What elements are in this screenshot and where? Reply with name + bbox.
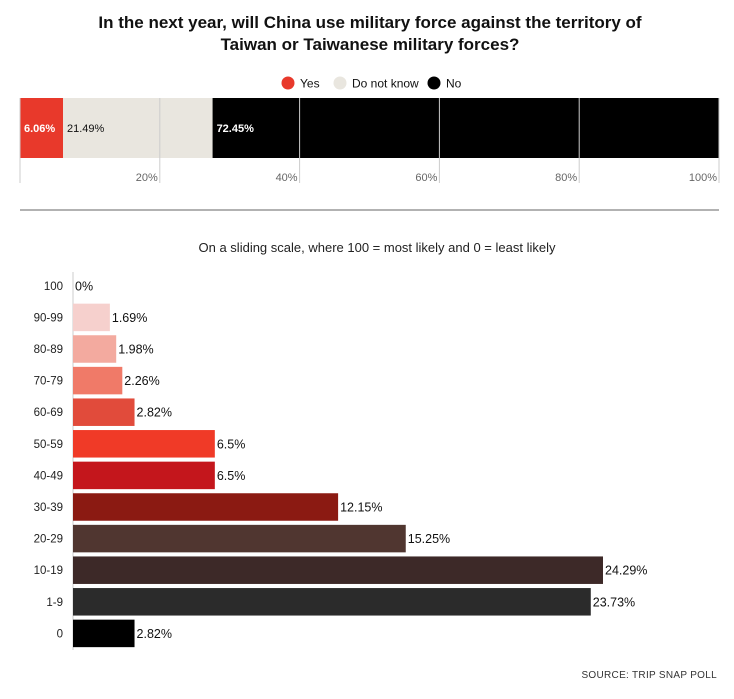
- category-label-70-79: 70-79: [34, 376, 63, 388]
- category-label-30-39: 30-39: [34, 502, 63, 514]
- value-label-1-9: 23.73%: [593, 595, 635, 609]
- stacked-segment-do-not-know: [63, 98, 213, 158]
- category-label-90-99: 90-99: [34, 312, 63, 324]
- category-label-1-9: 1-9: [46, 597, 63, 609]
- bar-20-29: [73, 524, 406, 553]
- value-label-30-39: 12.15%: [340, 501, 382, 515]
- stacked-value-label-do-not-know: 21.49%: [67, 123, 105, 135]
- stacked-value-label-no: 72.45%: [217, 123, 255, 135]
- source-note: SOURCE: TRIP SNAP POLL: [581, 670, 717, 681]
- category-label-0: 0: [57, 628, 63, 640]
- legend-label-yes: Yes: [300, 77, 320, 91]
- value-label-80-89: 1.98%: [118, 343, 153, 357]
- bar-0: [73, 619, 135, 648]
- stacked-segment-no: [212, 98, 719, 158]
- value-label-0: 2.82%: [137, 627, 172, 641]
- bar-90-99: [73, 303, 110, 332]
- legend-swatch-do-not-know: [333, 76, 347, 90]
- legend-label-no: No: [446, 77, 462, 91]
- legend-label-do-not-know: Do not know: [352, 77, 419, 91]
- bar-10-19: [73, 556, 603, 584]
- tick-label-60: 60%: [415, 172, 437, 184]
- tick-label-80: 80%: [555, 172, 577, 184]
- tick-label-100: 100%: [689, 172, 717, 184]
- value-label-60-69: 2.82%: [137, 406, 172, 420]
- bar-50-59: [73, 430, 215, 458]
- stacked-segment-yes: [20, 98, 63, 158]
- tick-label-40: 40%: [276, 172, 298, 184]
- stacked-bar: 6.06% 21.49% 72.45%: [20, 98, 719, 158]
- value-label-20-29: 15.25%: [408, 532, 450, 546]
- value-label-70-79: 2.26%: [124, 374, 159, 388]
- chart-title: In the next year, will China use militar…: [98, 13, 642, 54]
- value-label-40-49: 6.5%: [217, 469, 246, 483]
- category-label-20-29: 20-29: [34, 534, 63, 546]
- bar-40-49: [73, 461, 215, 490]
- value-label-50-59: 6.5%: [217, 437, 246, 451]
- legend-swatch-no: [427, 76, 441, 90]
- legend-swatch-yes: [281, 76, 295, 90]
- scale-bar-chart: 100 0% 90-99 1.69% 80-89 1.98% 70-79 2.26% 60-69…: [34, 272, 647, 650]
- bar-60-69: [73, 398, 135, 426]
- scale-chart-subtitle: On a sliding scale, where 100 = most lik…: [199, 240, 556, 255]
- category-label-80-89: 80-89: [34, 344, 63, 356]
- value-label-10-19: 24.29%: [605, 564, 647, 578]
- tick-label-20: 20%: [136, 172, 158, 184]
- value-label-100: 0%: [75, 279, 93, 293]
- bar-70-79: [73, 366, 123, 395]
- stacked-bar-axis: 20% 40% 60% 80% 100%: [19, 98, 720, 184]
- category-label-60-69: 60-69: [34, 407, 63, 419]
- bar-80-89: [73, 335, 117, 363]
- category-label-40-49: 40-49: [34, 470, 63, 482]
- bar-30-39: [73, 493, 339, 521]
- legend: Yes Do not know No: [281, 76, 462, 91]
- category-label-10-19: 10-19: [34, 565, 63, 577]
- stacked-value-label-yes: 6.06%: [24, 123, 55, 135]
- value-label-90-99: 1.69%: [112, 311, 147, 325]
- category-label-100: 100: [44, 281, 63, 293]
- category-label-50-59: 50-59: [34, 439, 63, 451]
- bar-1-9: [73, 588, 591, 616]
